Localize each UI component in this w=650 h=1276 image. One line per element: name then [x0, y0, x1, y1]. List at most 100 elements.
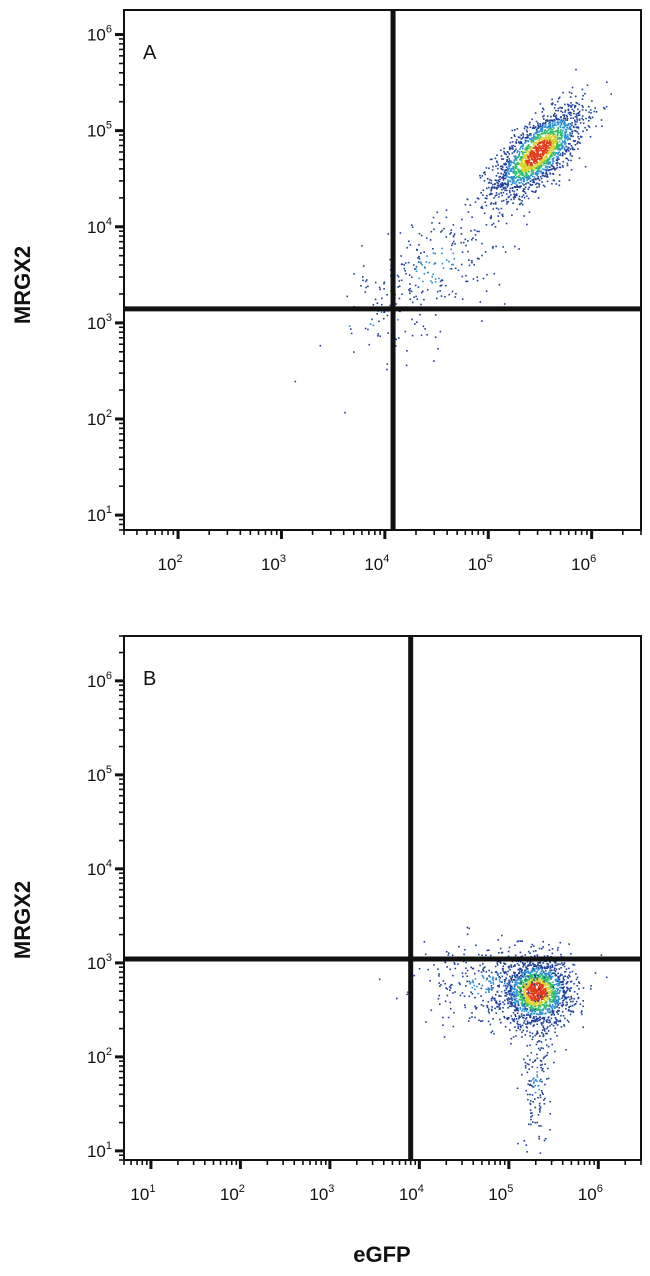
event-dot	[544, 1000, 547, 1003]
event-dot	[561, 974, 563, 976]
event-dot	[558, 983, 561, 985]
event-dot	[501, 200, 503, 202]
event-dot	[530, 1123, 532, 1126]
event-dot	[555, 141, 558, 143]
event-dot	[531, 138, 533, 141]
event-dot	[538, 140, 541, 142]
event-dot	[525, 166, 527, 169]
event-dot	[582, 119, 585, 121]
event-dot	[523, 196, 526, 199]
event-dot	[529, 984, 532, 987]
event-dot	[543, 130, 546, 132]
event-dot	[546, 972, 548, 975]
event-dot	[495, 192, 498, 194]
event-dot	[482, 963, 484, 965]
event-dot	[538, 150, 540, 152]
event-dot	[565, 114, 568, 117]
event-dot	[588, 111, 590, 113]
event-dot	[546, 955, 549, 957]
event-dot	[503, 187, 505, 190]
event-dot	[488, 969, 490, 972]
event-dot	[538, 962, 541, 964]
event-dot	[379, 288, 381, 291]
event-dot	[530, 986, 532, 989]
event-dot	[532, 986, 534, 988]
event-dot	[522, 177, 524, 180]
event-dot	[563, 115, 566, 118]
event-dot	[556, 1006, 558, 1008]
event-dot	[562, 126, 564, 129]
event-dot	[517, 986, 519, 988]
event-dot	[497, 220, 500, 222]
event-dot	[458, 982, 460, 984]
event-dot	[501, 981, 503, 983]
event-dot	[396, 274, 399, 277]
event-dot	[546, 978, 549, 980]
event-dot	[495, 1000, 498, 1003]
event-dot	[490, 997, 493, 1000]
event-dot	[545, 1008, 547, 1010]
event-dot	[530, 997, 533, 1000]
event-dot	[480, 995, 482, 997]
event-dot	[526, 170, 528, 172]
event-dot	[474, 1016, 476, 1019]
event-dot	[386, 294, 388, 296]
event-dot	[481, 320, 483, 322]
event-dot	[527, 1000, 529, 1002]
event-dot	[523, 157, 525, 159]
event-dot	[586, 129, 588, 131]
event-dot	[534, 985, 536, 987]
event-dot	[536, 154, 539, 157]
event-dot	[409, 292, 411, 295]
event-dot	[513, 190, 516, 193]
event-dot	[581, 1013, 583, 1016]
event-dot	[553, 1061, 555, 1064]
event-dot	[539, 995, 541, 997]
event-dot	[541, 158, 544, 161]
event-dot	[524, 975, 527, 978]
event-dot	[511, 988, 514, 990]
event-dot	[494, 1007, 496, 1010]
event-dot	[566, 1003, 568, 1006]
event-dot	[550, 998, 552, 1001]
event-dot	[442, 1016, 444, 1019]
event-dot	[542, 940, 544, 943]
event-dot	[572, 1011, 575, 1013]
event-dot	[550, 141, 552, 144]
event-dot	[553, 138, 555, 141]
event-dot	[525, 146, 527, 149]
event-dot	[552, 133, 555, 135]
event-dot	[498, 176, 500, 178]
event-dot	[554, 115, 557, 118]
event-dot	[540, 127, 542, 130]
event-dot	[420, 234, 423, 237]
event-dot	[557, 1013, 559, 1015]
event-dot	[537, 158, 539, 160]
event-dot	[491, 1030, 494, 1033]
event-dot	[533, 178, 535, 181]
event-dot	[498, 1005, 501, 1007]
event-dot	[547, 1011, 549, 1013]
event-dot	[542, 147, 545, 150]
event-dot	[529, 1093, 531, 1096]
event-dot	[530, 1112, 532, 1114]
event-dot	[529, 988, 532, 991]
event-dot	[570, 117, 572, 119]
event-dot	[556, 133, 559, 136]
event-dot	[536, 1053, 538, 1056]
event-dot	[537, 1114, 540, 1116]
event-dot	[557, 947, 559, 949]
event-dot	[526, 172, 528, 175]
event-dot	[551, 975, 554, 978]
event-dot	[564, 125, 566, 127]
event-dot	[534, 987, 536, 989]
event-dot	[511, 167, 513, 170]
event-dot	[520, 1002, 523, 1004]
event-dot	[368, 343, 371, 346]
event-dot	[457, 963, 459, 965]
event-dot	[539, 155, 541, 158]
event-dot	[496, 160, 498, 163]
event-dot	[504, 174, 507, 176]
event-dot	[534, 995, 537, 997]
event-dot	[448, 952, 450, 954]
